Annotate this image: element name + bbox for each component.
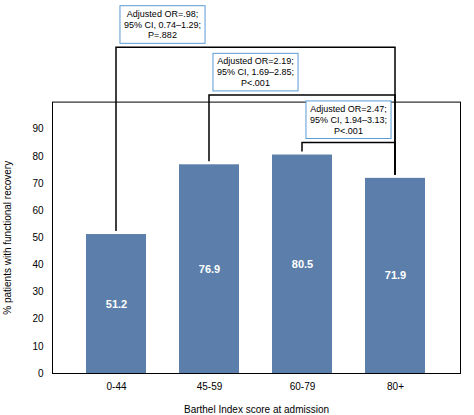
svg-text:0-44: 0-44 <box>106 381 126 392</box>
svg-text:60-79: 60-79 <box>290 381 316 392</box>
svg-text:0: 0 <box>38 368 44 379</box>
svg-text:71.9: 71.9 <box>385 269 406 281</box>
svg-text:% patients with functional rec: % patients with functional recovery <box>2 161 13 315</box>
svg-text:76.9: 76.9 <box>199 263 220 275</box>
svg-text:80: 80 <box>32 151 44 162</box>
svg-text:80+: 80+ <box>387 381 404 392</box>
svg-text:Adjusted OR=2.47;95% CI, 1.94–: Adjusted OR=2.47;95% CI, 1.94–3.13;P<.00… <box>310 104 387 136</box>
svg-text:60: 60 <box>32 205 44 216</box>
svg-text:90: 90 <box>32 123 44 134</box>
svg-text:40: 40 <box>32 259 44 270</box>
svg-text:45-59: 45-59 <box>197 381 223 392</box>
svg-text:10: 10 <box>32 341 44 352</box>
svg-text:51.2: 51.2 <box>106 298 127 310</box>
svg-text:20: 20 <box>32 313 44 324</box>
svg-text:Barthel Index score at admissi: Barthel Index score at admission <box>184 404 329 415</box>
svg-text:50: 50 <box>32 232 44 243</box>
svg-text:70: 70 <box>32 178 44 189</box>
svg-text:Adjusted OR=2.19;95% CI, 1.69–: Adjusted OR=2.19;95% CI, 1.69–2.85;P<.00… <box>217 56 294 88</box>
svg-text:80.5: 80.5 <box>292 258 313 270</box>
svg-text:30: 30 <box>32 286 44 297</box>
svg-text:Adjusted OR=.98;95% CI, 0.74–1: Adjusted OR=.98;95% CI, 0.74–1.29;P=.882 <box>124 9 201 41</box>
